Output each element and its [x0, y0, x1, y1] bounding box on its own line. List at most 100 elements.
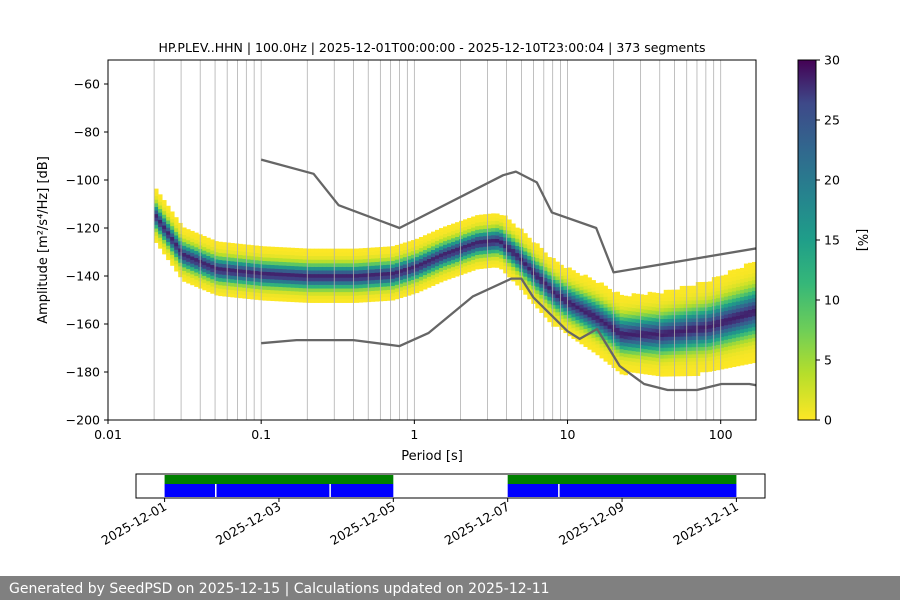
heatmap-cell: [527, 252, 532, 257]
heatmap-cell: [402, 285, 408, 290]
heatmap-cell: [715, 330, 721, 335]
heatmap-cell: [687, 329, 693, 333]
heatmap-cell: [266, 289, 271, 294]
heatmap-cell: [679, 372, 685, 377]
heatmap-cell: [362, 280, 368, 285]
heatmap-cell: [739, 278, 745, 283]
heatmap-cell: [655, 318, 661, 323]
heatmap-cell: [495, 253, 500, 257]
heatmap-cell: [635, 318, 641, 323]
heatmap-cell: [535, 282, 540, 287]
heatmap-cell: [186, 250, 191, 255]
heatmap-cell: [739, 343, 745, 348]
heatmap-cell: [202, 279, 207, 284]
heatmap-cell: [266, 293, 271, 298]
heatmap-cell: [559, 272, 564, 276]
heatmap-cell: [743, 339, 749, 344]
heatmap-cell: [402, 289, 408, 294]
heatmap-cell: [691, 364, 697, 369]
heatmap-cell: [675, 314, 681, 319]
heatmap-cell: [563, 282, 568, 287]
heatmap-cell: [214, 259, 219, 264]
heatmap-cell: [430, 278, 436, 283]
heatmap-cell: [250, 252, 255, 257]
heatmap-cell: [607, 360, 612, 365]
heatmap-cell: [286, 269, 291, 274]
heatmap-cell: [507, 262, 512, 267]
heatmap-cell: [463, 222, 468, 227]
heatmap-cell: [234, 250, 239, 255]
heatmap-cell: [563, 267, 568, 272]
heatmap-cell: [535, 275, 540, 280]
heatmap-cell: [679, 300, 685, 305]
heatmap-cell: [238, 265, 243, 270]
heatmap-cell: [414, 256, 420, 261]
heatmap-cell: [158, 205, 163, 210]
heatmap-cell: [679, 285, 685, 290]
heatmap-cell: [318, 288, 324, 293]
heatmap-cell: [559, 264, 564, 269]
heatmap-cell: [579, 326, 584, 330]
heatmap-cell: [342, 273, 348, 278]
heatmap-cell: [619, 320, 624, 325]
heatmap-cell: [671, 354, 677, 359]
heatmap-cell: [651, 299, 657, 304]
heatmap-cell: [475, 229, 480, 234]
heatmap-cell: [378, 279, 384, 284]
heatmap-cell: [374, 279, 380, 284]
heatmap-cell: [330, 259, 336, 264]
heatmap-cell: [735, 286, 741, 291]
heatmap-cell: [334, 252, 340, 257]
heatmap-cell: [346, 277, 352, 282]
heatmap-cell: [523, 276, 528, 281]
heatmap-cell: [523, 287, 528, 292]
heatmap-cell: [559, 311, 564, 316]
heatmap-cell: [471, 216, 476, 221]
heatmap-cell: [571, 324, 576, 329]
heatmap-cell: [583, 278, 588, 283]
x-tick-label: 0.1: [251, 427, 271, 442]
heatmap-cell: [479, 247, 484, 251]
heatmap-cell: [370, 287, 376, 292]
heatmap-cell: [390, 246, 396, 251]
heatmap-cell: [691, 307, 697, 312]
heatmap-cell: [270, 264, 275, 269]
heatmap-cell: [667, 350, 673, 355]
heatmap-cell: [699, 353, 705, 358]
heatmap-cell: [314, 284, 320, 289]
heatmap-cell: [607, 335, 612, 340]
heatmap-cell: [174, 217, 179, 222]
heatmap-cell: [230, 275, 235, 280]
heatmap-cell: [583, 299, 588, 304]
heatmap-cell: [358, 295, 364, 299]
heatmap-cell: [398, 254, 404, 259]
heatmap-cell: [575, 294, 580, 299]
colorbar-tick-label: 25: [824, 113, 840, 128]
heatmap-cell: [643, 298, 649, 303]
heatmap-cell: [206, 252, 211, 257]
heatmap-cell: [290, 280, 295, 285]
heatmap-cell: [595, 322, 600, 327]
heatmap-cell: [334, 299, 340, 303]
heatmap-cell: [751, 326, 756, 331]
heatmap-cell: [190, 252, 195, 257]
heatmap-cell: [479, 229, 484, 233]
heatmap-cell: [563, 303, 568, 308]
heatmap-cell: [422, 285, 428, 290]
heatmap-cell: [290, 272, 295, 277]
heatmap-cell: [210, 282, 215, 287]
heatmap-cell: [190, 256, 195, 261]
heatmap-cell: [535, 304, 540, 309]
heatmap-cell: [290, 269, 295, 274]
heatmap-cell: [374, 276, 380, 280]
heatmap-cell: [322, 284, 328, 289]
heatmap-cell: [290, 262, 295, 267]
heatmap-cell: [579, 297, 584, 302]
heatmap-cell: [206, 284, 211, 289]
heatmap-cell: [727, 331, 733, 336]
heatmap-cell: [555, 268, 560, 273]
heatmap-cell: [591, 316, 596, 320]
heatmap-cell: [430, 274, 436, 279]
heatmap-cell: [338, 259, 344, 264]
heatmap-cell: [278, 254, 283, 259]
